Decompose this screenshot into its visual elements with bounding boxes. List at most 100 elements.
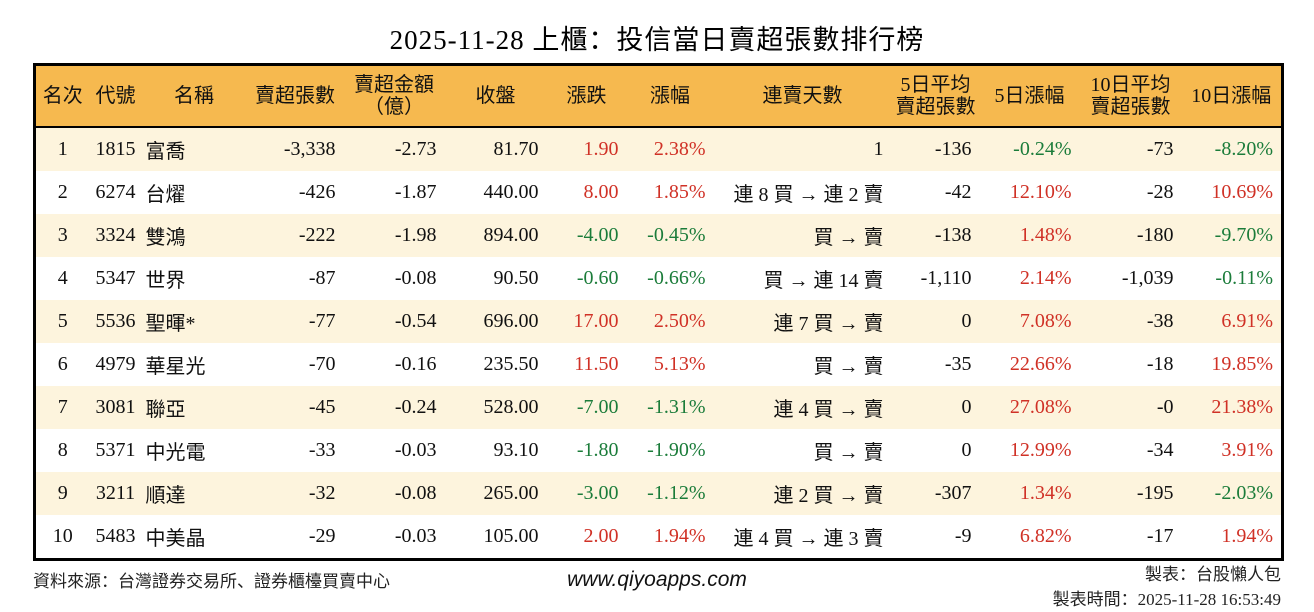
report-timestamp: 製表時間：2025-11-28 16:53:49 [1052, 590, 1281, 609]
table-cell: -9 [954, 525, 972, 547]
column-header: 漲幅 [626, 64, 714, 128]
table-cell: -0.66% [647, 267, 706, 289]
column-header: 名稱 [141, 64, 247, 128]
table-cell: 0 [961, 396, 972, 418]
table-cell: 3211 [95, 482, 136, 504]
table-cell: 買 → 賣 [813, 227, 884, 249]
table-cell: 1.48% [1019, 224, 1072, 246]
table-cell: 0 [961, 310, 972, 332]
table-cell: 5483 [95, 525, 136, 547]
table-cell: 19.85% [1211, 353, 1273, 375]
table-cell: 6274 [95, 181, 136, 203]
table-cell: -180 [1136, 224, 1174, 246]
table-cell: -1,039 [1121, 267, 1174, 289]
table-row: 4 5347 世界 -87 -0.08 90.50 -0.60 -0.66% 買 → 連 14 … [35, 257, 1283, 300]
table-cell: 7.08% [1019, 310, 1072, 332]
table-cell: -0.08 [394, 267, 437, 289]
table-cell: 1.34% [1019, 482, 1072, 504]
table-cell: 2.38% [653, 138, 706, 160]
table-cell: -18 [1146, 353, 1174, 375]
table-cell: 買 → 連 14 賣 [763, 270, 884, 292]
table-cell: 894.00 [483, 224, 539, 246]
table-cell: -42 [944, 181, 972, 203]
table-cell: 3324 [95, 224, 136, 246]
table-cell: -1.98 [394, 224, 437, 246]
table-cell: 3081 [95, 396, 136, 418]
table-cell: 富喬 [145, 141, 186, 163]
column-header: 10日漲幅 [1181, 64, 1283, 128]
table-cell: -138 [934, 224, 972, 246]
table-cell: -2.73 [394, 138, 437, 160]
table-cell: 22.66% [1009, 353, 1072, 375]
table-cell: 5 [57, 310, 68, 332]
table-cell: -0.24% [1013, 138, 1072, 160]
table-row: 5 5536 聖暉* -77 -0.54 696.00 17.00 2.50% 連 7 買 → … [34, 300, 1283, 343]
website-url: www.qiyoapps.com [567, 568, 747, 591]
column-header: 代號 [89, 64, 142, 128]
table-cell: 1.85% [653, 181, 706, 203]
table-cell: 2.00 [583, 525, 619, 547]
table-cell: 17.00 [573, 310, 619, 332]
column-header: 5日平均 賣超張數 [891, 64, 980, 128]
table-cell: -0.45% [647, 224, 706, 246]
table-cell: 5347 [95, 267, 136, 289]
table-row: 1 1815 富喬 -3,338 -2.73 81.70 1.90 2.38% 1 -136 -0.… [34, 127, 1283, 171]
table-cell: -1.87 [394, 181, 437, 203]
table-cell: -426 [298, 181, 336, 203]
table-cell: -7.00 [576, 396, 619, 418]
table-cell: 1.90 [583, 138, 619, 160]
table-cell: 5536 [95, 310, 136, 332]
table-cell: 1 [57, 138, 68, 160]
column-header: 連賣天數 [713, 64, 892, 128]
table-cell: -4.00 [576, 224, 619, 246]
table-cell: 12.10% [1009, 181, 1072, 203]
table-cell: -1,110 [920, 267, 972, 289]
table-cell: 聖暉* [145, 313, 196, 335]
table-cell: -0 [1156, 396, 1174, 418]
table-cell: -70 [308, 353, 336, 375]
table-cell: -136 [934, 138, 972, 160]
table-cell: 1.94% [1221, 525, 1273, 547]
table-cell: 93.10 [493, 439, 539, 461]
table-cell: -195 [1136, 482, 1174, 504]
table-cell: 順達 [145, 485, 186, 507]
table-cell: 台燿 [145, 184, 186, 206]
table-cell: 1815 [95, 138, 136, 160]
table-cell: -2.03% [1214, 482, 1273, 504]
table-cell: 8.00 [583, 181, 619, 203]
table-cell: 2.14% [1019, 267, 1072, 289]
table-cell: 8 [57, 439, 68, 461]
table-cell: -0.54 [394, 310, 437, 332]
table-cell: 5.13% [653, 353, 706, 375]
table-cell: 連 4 買 → 連 3 賣 [733, 528, 884, 550]
column-header: 賣超張數 [246, 64, 344, 128]
data-source-note: 資料來源：台灣證券交易所、證券櫃檯買賣中心 [33, 572, 390, 591]
table-cell: -1.31% [647, 396, 706, 418]
table-cell: 連 2 買 → 賣 [773, 485, 884, 507]
table-cell: -32 [308, 482, 336, 504]
table-cell: -45 [308, 396, 336, 418]
column-header: 賣超金額 （億） [343, 64, 445, 128]
table-cell: -1.80 [576, 439, 619, 461]
table-cell: 90.50 [493, 267, 539, 289]
table-cell: -3,338 [283, 138, 336, 160]
table-cell: 1 [873, 138, 884, 160]
column-header: 5日漲幅 [979, 64, 1080, 128]
table-cell: -35 [944, 353, 972, 375]
table-cell: -1.90% [647, 439, 706, 461]
table-cell: 440.00 [483, 181, 539, 203]
ranking-table: 名次 代號 名稱 賣超張數 賣超金額 （億） 收盤 漲跌 漲幅 連賣天數 5日平均 賣超張數 5日漲… [33, 63, 1284, 561]
table-cell: -3.00 [576, 482, 619, 504]
table-cell: -9.70% [1214, 224, 1273, 246]
table-cell: 10.69% [1211, 181, 1273, 203]
table-cell: 27.08% [1009, 396, 1072, 418]
table-row: 6 4979 華星光 -70 -0.16 235.50 11.50 5.13% 買 → 賣 -35… [35, 343, 1283, 386]
table-cell: 1.94% [653, 525, 706, 547]
table-cell: -0.03 [394, 525, 437, 547]
table-cell: -34 [1146, 439, 1174, 461]
table-cell: -17 [1146, 525, 1174, 547]
table-cell: 696.00 [483, 310, 539, 332]
table-cell: 6 [57, 353, 68, 375]
table-cell: 0 [961, 439, 972, 461]
table-cell: 7 [57, 396, 68, 418]
